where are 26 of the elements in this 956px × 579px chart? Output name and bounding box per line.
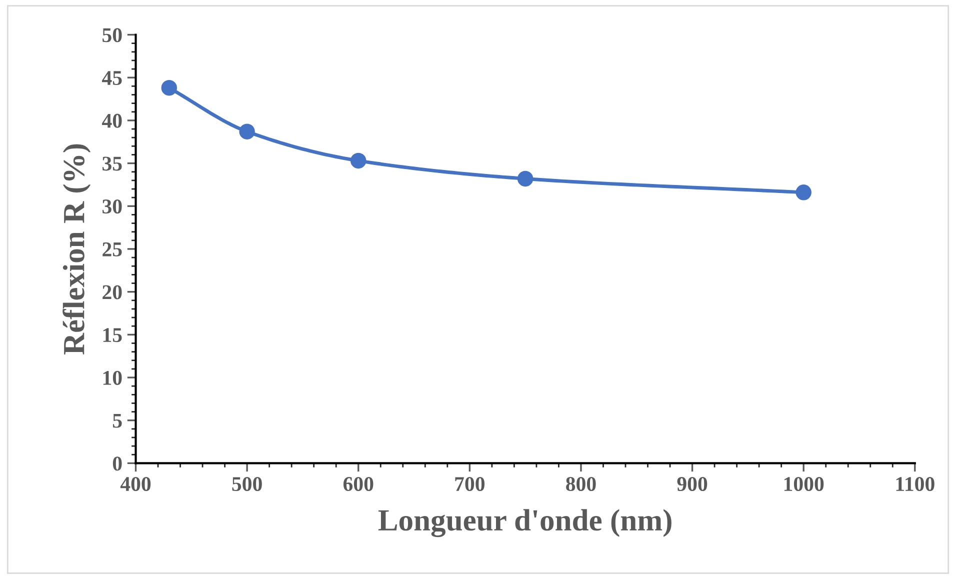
y-tick-label: 45 xyxy=(102,71,122,86)
x-tick-label: 900 xyxy=(677,476,708,492)
y-tick-label: 15 xyxy=(103,328,122,342)
point xyxy=(239,124,255,140)
x-tick-label: 400 xyxy=(120,476,151,492)
y-tick-label: 50 xyxy=(102,28,122,42)
x-tick-label: 600 xyxy=(343,476,374,492)
point xyxy=(796,184,812,200)
point xyxy=(517,170,534,187)
x-tick-label: 800 xyxy=(566,476,596,492)
y-tick-label: 25 xyxy=(102,242,122,256)
x-axis-title: Longueur d'onde (nm) xyxy=(378,509,672,538)
x-tick-label: 1100 xyxy=(896,476,934,492)
point xyxy=(161,80,178,96)
y-tick-label: 35 xyxy=(102,156,122,171)
x-tick-label: 500 xyxy=(232,476,262,492)
y-tick-label: 40 xyxy=(102,114,122,128)
x-tick-label: 1000 xyxy=(784,476,824,492)
y-axis-title: Réflexion R (%) xyxy=(62,144,91,355)
y-tick-label: 5 xyxy=(112,414,122,428)
y-tick-label: 0 xyxy=(112,456,122,471)
y-tick-label: 20 xyxy=(102,285,122,300)
y-tick-label: 10 xyxy=(103,370,122,385)
x-tick-label: 700 xyxy=(455,476,484,492)
y-tick-label: 30 xyxy=(102,200,122,214)
point xyxy=(350,152,366,169)
